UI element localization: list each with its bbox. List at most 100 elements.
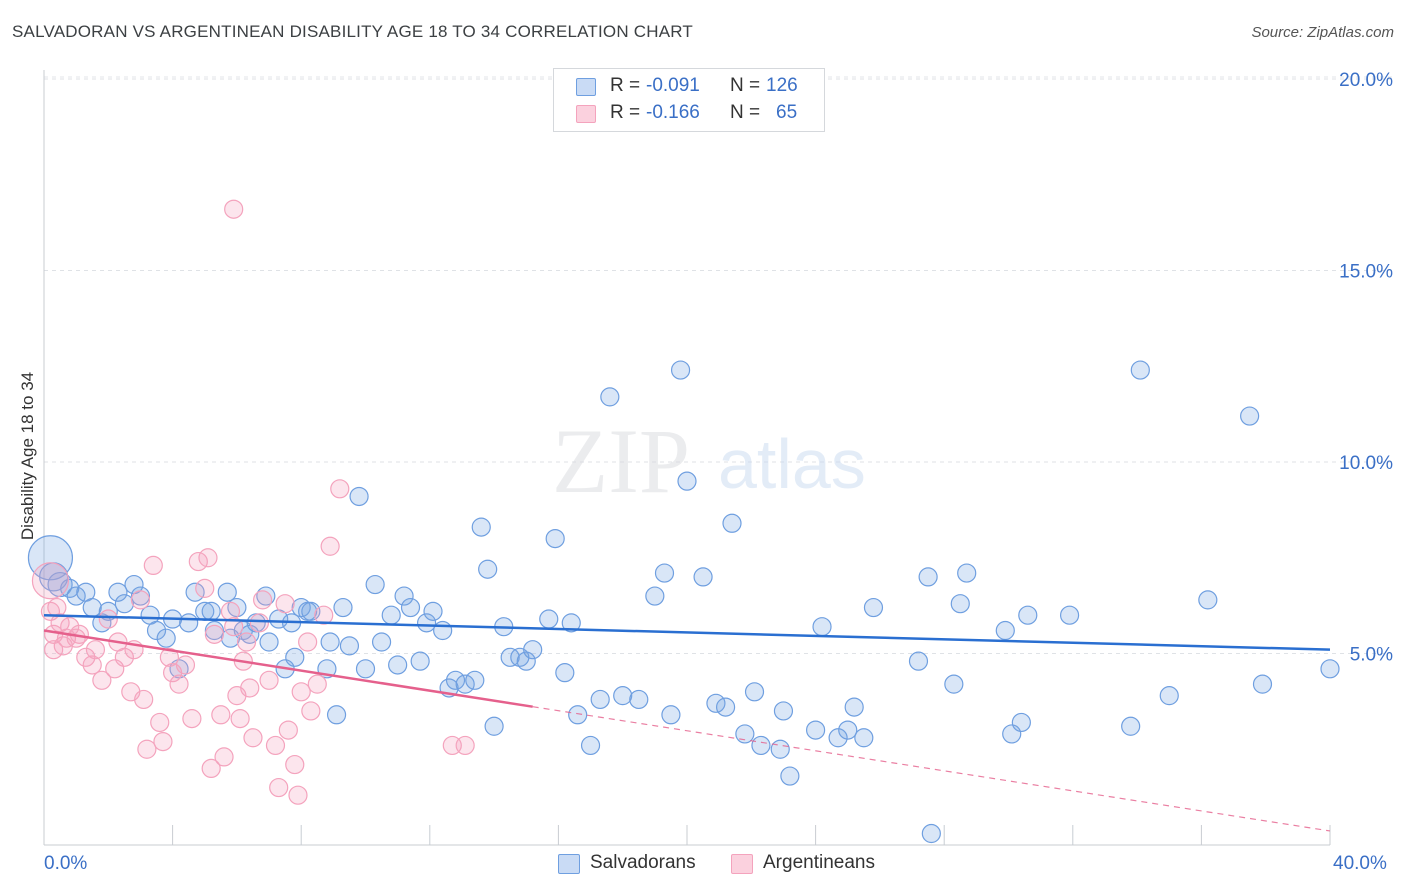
x-tick-label-min: 0.0% [44,853,88,874]
legend-n-label: N = [730,75,761,96]
argentinean-point-50 [265,735,286,756]
salvadoran-point-102 [944,674,964,694]
argentinean-point-22 [134,689,154,710]
salvadoran-point-56 [445,670,466,690]
salvadoran-point-67 [539,609,559,629]
argentinean-point-56 [291,682,311,702]
salvadoran-point-101 [921,823,941,844]
y-tick-labels: 5.0% 10.0% 15.0% 20.0% [1339,70,1393,666]
salvadoran-point-47 [381,605,401,625]
grid-layer [44,76,1395,654]
argentinean-point-44 [236,632,257,652]
argentinean-point-65 [224,199,244,219]
salvadoran-point-73 [590,689,610,710]
argentinean-trend-extension [532,706,1331,832]
salvadoran-point-111 [1130,360,1150,380]
salvadoran-point-10 [114,594,134,614]
argentinean-point-37 [211,705,231,725]
salvadoran-point-74 [600,387,620,407]
salvadoran-point-14 [146,620,167,641]
salvadoran-point-45 [365,574,385,595]
salvadoran-point-85 [722,513,742,533]
salvadoran-point-97 [854,728,874,748]
argentinean-point-48 [253,590,273,610]
argentinean-point-51 [269,777,289,798]
salvadoran-point-105 [995,620,1015,641]
x-tick-label-max: 40.0% [1333,853,1387,874]
argentinean-trend-line [43,629,533,708]
argentinean-point-25 [150,712,170,733]
salvadoran-point-18 [179,613,199,633]
salvadoran-point-112 [1159,686,1179,706]
argentinean-point-29 [169,674,189,694]
argentinean-point-30 [175,655,196,675]
salvadoran-point-87 [744,682,765,702]
watermark-zip: ZIP [552,410,690,512]
salvadoran-point-116 [1320,659,1340,679]
salvadoran-point-9 [108,582,128,602]
salvadoran-point-42 [339,636,360,656]
salvadoran-trend-line [43,613,1331,651]
y-tick-label-2: 15.0% [1339,262,1393,283]
salvadoran-point-99 [908,651,929,671]
bottom-legend-swatch-salvadorans [558,854,580,874]
salvadoran-point-69 [555,663,575,683]
salvadoran-point-113 [1198,590,1218,610]
legend-n-value: 126 [766,75,798,96]
salvadoran-point-46 [371,632,392,652]
salvadoran-point-82 [693,567,713,587]
stats-legend: R = -0.091 N = 126 R = -0.166 N = 65 [553,68,825,132]
argentinean-point-18 [114,647,134,667]
bottom-legend-label-salvadorans: Salvadorans [590,852,696,873]
chart-source: Source: ZipAtlas.com [1251,24,1394,41]
salvadoran-point-44 [355,659,376,679]
argentinean-point-27 [159,647,179,667]
salvadoran-point-3 [60,578,80,598]
salvadoran-point-71 [568,705,588,725]
argentinean-point-26 [153,731,173,752]
salvadoran-point-65 [516,651,536,671]
argentinean-point-55 [288,785,308,805]
salvadoran-point-98 [863,597,884,618]
argentinean-point-24 [143,555,163,576]
argentinean-point-61 [320,536,340,556]
salvadoran-point-43 [349,486,369,507]
argentinean-point-13 [85,640,106,660]
salvadoran-point-110 [1121,716,1141,736]
salvadoran-point-90 [773,701,794,721]
argentinean-point-38 [214,747,234,767]
salvadoran-point-86 [735,724,755,744]
salvadoran-point-77 [645,586,665,606]
salvadoran-point-49 [394,586,414,606]
y-tick-label-0: 5.0% [1350,645,1393,666]
salvadoran-point-61 [484,716,504,736]
argentinean-point-45 [240,678,260,698]
salvadoran-point-92 [805,720,826,740]
legend-n-value: 65 [776,102,798,123]
argentinean-point-36 [204,624,224,644]
argentinean-point-42 [230,709,250,729]
salvadoran-point-94 [828,728,848,748]
salvadoran-point-63 [500,647,520,667]
salvadoran-point-6 [82,597,102,618]
points-layer [27,199,1340,844]
salvadoran-point-19 [185,582,205,602]
argentinean-point-14 [92,670,112,690]
salvadoran-point-75 [613,686,633,706]
salvadoran-point-41 [333,597,353,618]
salvadoran-point-30 [259,632,279,652]
argentinean-point-52 [275,594,295,614]
salvadoran-point-115 [1252,674,1273,694]
salvadoran-point-78 [654,563,675,583]
salvadoran-point-88 [751,735,771,756]
argentinean-point-54 [285,754,305,775]
tick-layer [43,825,1331,845]
trend-layer [43,613,1331,832]
salvadoran-point-23 [217,582,237,602]
salvadoran-point-91 [780,766,800,786]
salvadoran-point-57 [455,674,475,694]
legend-r-label: R = [610,102,641,123]
watermark-atlas: atlas [718,425,866,503]
argentinean-point-11 [76,647,96,667]
